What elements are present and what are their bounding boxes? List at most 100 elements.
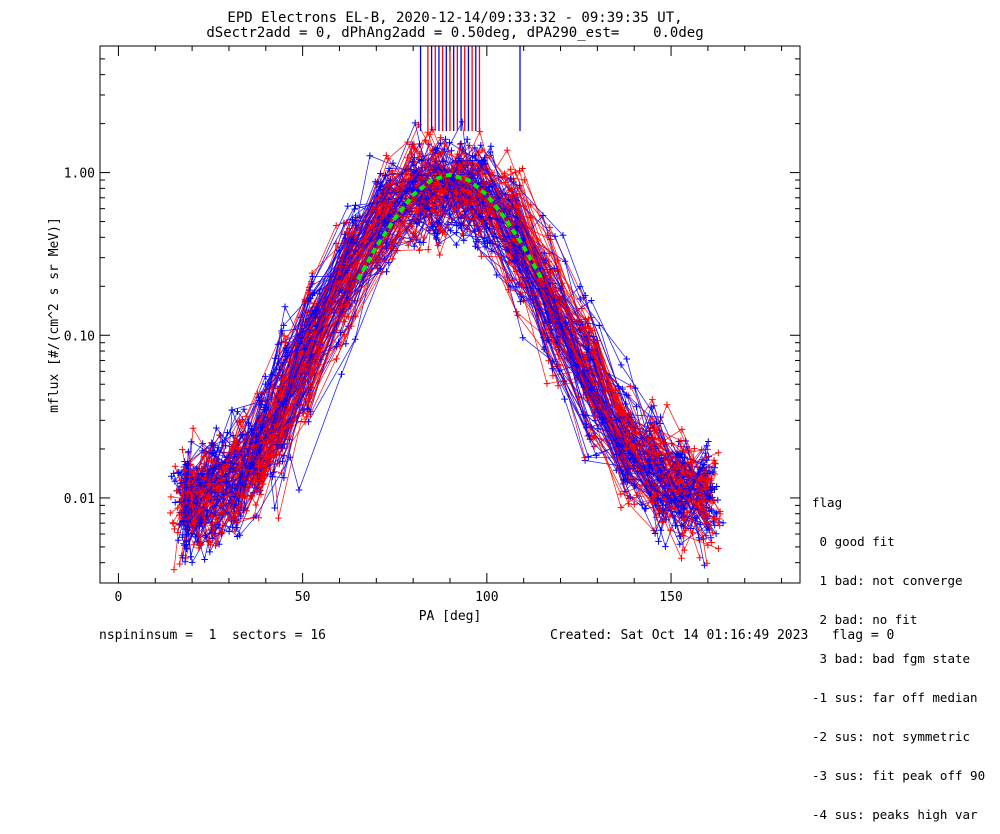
data-point-plus [446,139,453,146]
data-point-plus [590,443,598,450]
data-point-plus [678,476,685,483]
data-point-plus [548,325,555,333]
data-point-plus [236,418,244,425]
data-point-plus [621,454,628,461]
legend-title: flag [812,495,843,510]
data-point-plus [229,516,237,523]
data-point-plus [184,462,191,469]
data-point-plus [218,508,226,516]
data-point-plus [463,136,471,143]
data-point-plus [259,423,266,431]
data-point-plus [514,185,521,192]
flag-legend: flag 0 good fit 1 bad: not converge 2 ba… [812,470,985,834]
data-point-plus [698,446,705,453]
data-point-plus [649,459,657,466]
data-point-plus [300,365,307,372]
data-point-plus [546,224,554,231]
data-point-plus [241,494,248,502]
data-point-plus [377,208,384,215]
data-point-plus [710,497,717,505]
data-point-plus [679,459,686,466]
data-point-plus [516,243,523,250]
data-point-plus [237,512,244,520]
x-tick-label: 150 [659,590,682,605]
data-point-plus [280,474,288,482]
data-point-plus [583,424,590,432]
data-point-plus [646,490,653,498]
data-point-plus [274,460,281,467]
data-point-plus [350,240,357,247]
data-point-plus [311,289,318,297]
data-point-plus [422,137,429,144]
data-point-plus [413,208,420,215]
data-point-plus [468,189,475,197]
data-point-plus [413,220,420,227]
data-point-plus [474,244,482,252]
data-point-plus [615,415,623,423]
data-point-plus [280,452,288,460]
data-point-plus [716,510,724,518]
data-point-plus [625,465,632,473]
data-point-plus [446,210,453,218]
data-point-plus [506,276,513,284]
data-point-plus [428,223,436,231]
data-point-plus [584,315,592,323]
profile-line [179,189,708,511]
data-point-plus [331,309,338,317]
data-point-plus [649,396,656,403]
data-point-plus [379,190,387,197]
data-point-plus [262,373,269,380]
data-point-plus [703,456,711,464]
chart-canvas: 0 50 100 150 0.01 0.10 1.00 PA [deg] mflux [#/… [47,45,801,624]
data-point-plus [206,548,214,556]
data-point-plus [260,439,267,447]
data-point-plus [186,472,193,480]
data-point-plus [507,166,514,173]
data-point-plus [624,492,631,499]
data-point-plus [404,242,412,249]
data-point-plus [536,265,544,272]
data-point-plus [598,419,606,426]
data-point-plus [306,337,314,344]
data-point-plus [376,223,383,231]
x-tick-label: 0 [115,590,123,605]
data-point-plus [296,340,304,347]
data-point-plus [652,513,660,521]
data-point-plus [351,335,359,343]
data-point-plus [631,501,638,508]
data-point-plus [649,499,656,506]
data-point-plus [581,355,589,362]
data-point-plus [712,509,720,516]
data-point-plus [416,247,423,254]
data-point-plus [276,390,284,398]
data-point-plus [344,202,352,210]
data-point-plus [678,426,686,433]
legend-item: 3 bad: bad fgm state [812,651,971,666]
data-point-plus [668,440,675,447]
data-point-plus [235,498,242,505]
profile-line [177,139,709,546]
data-point-plus [708,507,715,515]
data-point-plus [651,530,659,537]
data-point-plus [281,303,289,311]
data-point-plus [388,201,395,208]
data-point-plus [276,366,283,373]
data-point-plus [712,460,719,468]
data-point-plus [715,449,722,457]
profile-line [188,195,709,522]
data-point-plus [443,195,451,202]
data-point-plus [344,273,352,281]
data-point-plus [561,257,569,265]
data-point-plus [457,140,465,147]
data-point-plus [167,509,174,517]
data-point-plus [554,257,561,264]
data-point-plus [624,454,632,462]
data-point-plus [550,322,557,330]
data-point-plus [176,521,183,529]
data-point-plus [585,453,592,461]
data-point-plus [707,534,715,542]
data-point-plus [281,416,288,424]
peak-markers [419,46,521,132]
data-point-plus [479,198,487,206]
legend-item: -4 sus: peaks high var [812,807,978,822]
